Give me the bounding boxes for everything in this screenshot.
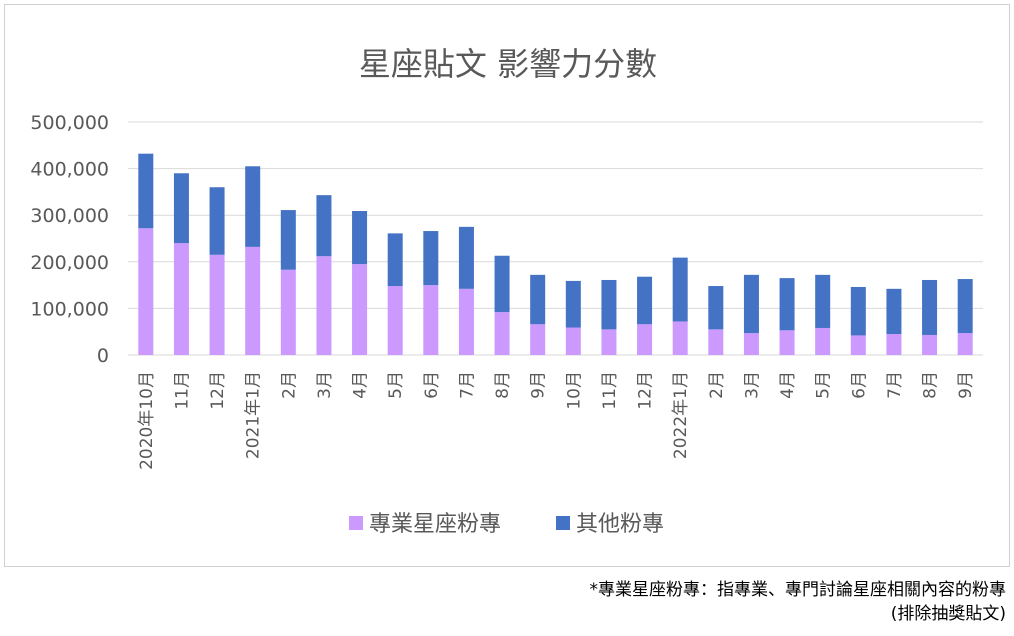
y-tick-label: 400,000 (30, 159, 109, 181)
bar-other-22 (922, 279, 938, 335)
y-tick-label: 300,000 (30, 205, 109, 227)
bar-other-6 (352, 211, 368, 265)
bar-other-15 (672, 257, 688, 322)
bar-pro-astrology-15 (672, 321, 688, 355)
bar-pro-astrology-21 (886, 334, 902, 355)
y-tick-label: 0 (97, 345, 109, 367)
bar-pro-astrology-11 (530, 324, 546, 355)
x-tick-label: 6月 (849, 371, 869, 399)
grid-lines (128, 121, 983, 356)
bar-other-5 (316, 195, 332, 257)
bar-other-19 (815, 274, 831, 328)
bar-pro-astrology-18 (779, 330, 795, 355)
x-tick-label: 8月 (493, 371, 513, 399)
bar-pro-astrology-7 (387, 286, 403, 355)
bar-other-7 (387, 233, 403, 287)
bar-pro-astrology-12 (565, 327, 581, 355)
bar-other-4 (280, 210, 296, 270)
bar-other-2 (209, 187, 225, 255)
bar-pro-astrology-1 (173, 243, 189, 355)
x-tick-label: 6月 (422, 371, 442, 399)
x-tick-label: 10月 (564, 371, 584, 410)
bar-pro-astrology-22 (922, 334, 938, 355)
bar-other-1 (173, 173, 189, 244)
stacked-bar-chart: 星座貼文 影響力分數 0 100,000 200,000 300,000 400,000… (30, 45, 983, 537)
x-tick-label: 5月 (814, 371, 834, 399)
bar-other-20 (850, 286, 866, 336)
bar-pro-astrology-3 (245, 246, 261, 355)
y-tick-label: 200,000 (30, 252, 109, 274)
legend-swatch-pro (349, 516, 363, 530)
y-axis-ticks: 0 100,000 200,000 300,000 400,000 500,000 (30, 112, 109, 367)
x-tick-label: 11月 (600, 371, 620, 410)
chart-title: 星座貼文 影響力分數 (359, 45, 657, 83)
footnote: *專業星座粉專：指專業、專門討論星座相關內容的粉專 (排除抽獎貼文) (590, 578, 1007, 626)
x-tick-label: 7月 (885, 371, 905, 399)
x-tick-label: 8月 (921, 371, 941, 399)
footnote-line-2: (排除抽獎貼文) (890, 604, 1006, 624)
bar-pro-astrology-17 (743, 333, 759, 355)
x-tick-label: 12月 (636, 371, 656, 410)
bar-other-14 (637, 276, 653, 325)
x-tick-label: 2月 (279, 371, 299, 399)
bar-pro-astrology-4 (280, 269, 296, 355)
bar-other-9 (458, 226, 474, 289)
bar-pro-astrology-13 (601, 329, 617, 355)
bar-pro-astrology-19 (815, 327, 831, 355)
y-tick-label: 500,000 (30, 112, 109, 134)
x-tick-label: 4月 (351, 371, 371, 399)
x-tick-label: 2020年10月 (137, 371, 157, 470)
x-tick-label: 3月 (742, 371, 762, 399)
x-tick-label: 2022年1月 (671, 371, 691, 459)
chart-frame: 星座貼文 影響力分數 0 100,000 200,000 300,000 400,000… (4, 4, 1010, 567)
bar-other-0 (138, 153, 154, 229)
bar-pro-astrology-10 (494, 312, 510, 355)
bar-other-21 (886, 288, 902, 335)
x-tick-label: 4月 (778, 371, 798, 399)
x-tick-label: 5月 (386, 371, 406, 399)
bar-other-16 (708, 286, 724, 330)
legend-label-other: 其他粉專 (576, 512, 664, 537)
bar-other-18 (779, 278, 795, 331)
bars (138, 153, 973, 355)
bar-pro-astrology-5 (316, 256, 332, 355)
bar-other-17 (743, 274, 759, 334)
bar-other-12 (565, 280, 581, 328)
bar-pro-astrology-20 (850, 335, 866, 355)
x-axis-ticks: 2020年10月 11月 12月 2021年1月 2月 3月 4月 5月 6月 7月 8月 9月 10月… (137, 371, 976, 470)
x-tick-label: 3月 (315, 371, 335, 399)
bar-other-10 (494, 255, 510, 313)
x-tick-label: 2021年1月 (244, 371, 264, 459)
legend-label-pro: 專業星座粉專 (369, 512, 501, 537)
bar-pro-astrology-9 (458, 288, 474, 355)
footnote-line-1: *專業星座粉專：指專業、專門討論星座相關內容的粉專 (589, 580, 1007, 600)
x-tick-label: 2月 (707, 371, 727, 399)
bar-pro-astrology-2 (209, 254, 225, 355)
x-tick-label: 12月 (208, 371, 228, 410)
y-tick-label: 100,000 (30, 298, 109, 320)
legend: 專業星座粉專 其他粉專 (349, 512, 664, 537)
bar-other-11 (530, 274, 546, 325)
bar-other-8 (423, 231, 439, 286)
bar-other-3 (245, 166, 261, 247)
x-tick-label: 9月 (956, 371, 976, 399)
x-tick-label: 11月 (172, 371, 192, 410)
bar-pro-astrology-0 (138, 228, 154, 355)
bar-pro-astrology-16 (708, 329, 724, 355)
bar-pro-astrology-14 (637, 324, 653, 355)
bar-other-13 (601, 279, 617, 330)
legend-swatch-other (556, 516, 570, 530)
x-tick-label: 7月 (457, 371, 477, 399)
bar-other-23 (957, 279, 973, 334)
bar-pro-astrology-6 (352, 264, 368, 355)
bar-pro-astrology-23 (957, 333, 973, 355)
bar-pro-astrology-8 (423, 285, 439, 355)
x-tick-label: 9月 (529, 371, 549, 399)
